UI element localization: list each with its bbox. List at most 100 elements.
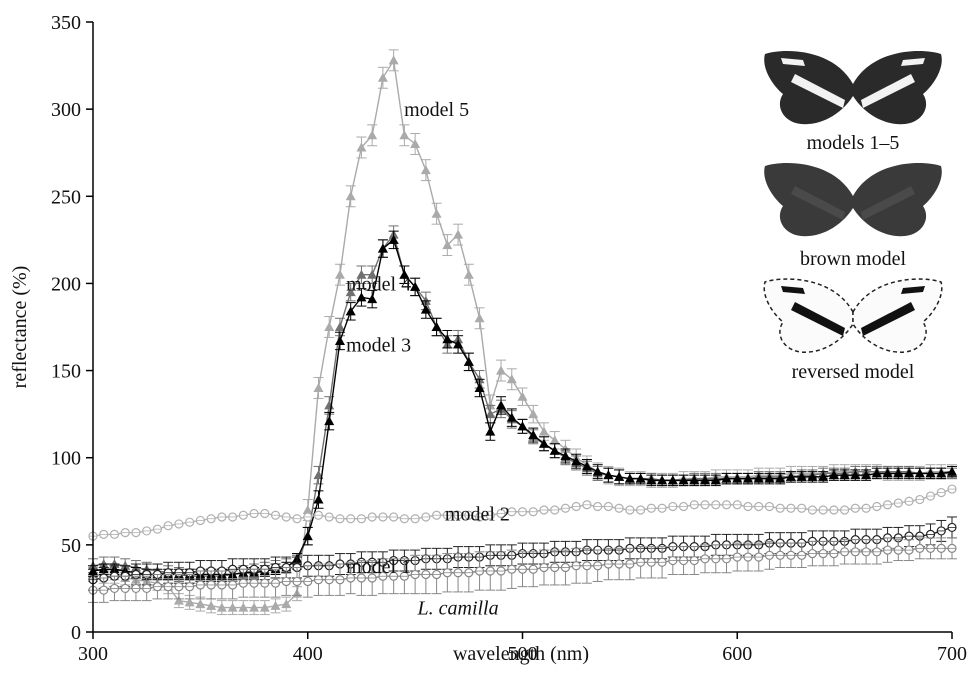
data-point — [238, 602, 249, 612]
data-point — [624, 473, 635, 483]
annotation-label: model 2 — [445, 503, 510, 525]
y-tick-label: 150 — [51, 361, 81, 383]
data-point — [904, 468, 915, 478]
data-point — [506, 374, 517, 384]
data-point — [785, 471, 796, 481]
data-point — [474, 313, 485, 323]
data-point — [216, 602, 227, 612]
white-band-left-upper — [781, 58, 805, 66]
annotation-label: model 5 — [404, 99, 469, 121]
black-band-right — [861, 302, 915, 336]
data-point — [689, 475, 700, 485]
ticks-layer: 300 400 500 600 700 0 50 100 150 200 250 300 350 — [51, 12, 967, 665]
data-point — [345, 287, 356, 297]
data-point — [377, 72, 388, 82]
data-point — [871, 468, 882, 478]
thumbnail-caption-brown: brown model — [800, 248, 907, 270]
data-point — [249, 602, 260, 612]
x-tick-label: 400 — [293, 643, 323, 665]
data-point — [345, 306, 356, 316]
faint-band-right — [861, 186, 915, 220]
x-tick-label: 600 — [722, 643, 752, 665]
data-point — [560, 450, 571, 460]
data-point — [657, 475, 668, 485]
x-tick-label: 300 — [78, 643, 108, 665]
data-point — [721, 473, 732, 483]
data-point — [399, 269, 410, 279]
annotations-layer: model 5 model 4 model 3 model 2 model 1 L. ca… — [346, 99, 510, 619]
data-point — [184, 597, 195, 607]
butterfly-thumbnail-brown-model — [764, 163, 942, 237]
butterfly-thumbnail-reversed-model — [763, 278, 943, 353]
data-point — [302, 505, 313, 514]
data-point — [420, 304, 431, 314]
data-point — [603, 470, 614, 480]
white-band-right-upper — [901, 58, 925, 66]
data-point — [453, 229, 464, 239]
data-point — [506, 412, 517, 422]
data-point — [528, 430, 539, 440]
data-point — [700, 475, 711, 485]
data-point — [227, 602, 238, 612]
data-point — [592, 466, 603, 476]
data-point — [388, 55, 399, 65]
annotation-label: model 1 — [346, 556, 411, 578]
data-point — [914, 468, 925, 478]
data-point — [313, 494, 324, 504]
data-point — [442, 240, 453, 250]
data-point — [839, 470, 850, 480]
annotation-label: model 3 — [346, 334, 411, 356]
thumbnail-caption-models: models 1–5 — [807, 132, 900, 154]
y-tick-label: 350 — [51, 12, 81, 34]
data-point — [334, 322, 345, 331]
data-point — [485, 409, 496, 419]
thumbnail-caption-reversed: reversed model — [792, 361, 915, 383]
data-point — [334, 335, 345, 345]
data-point — [925, 468, 936, 478]
data-point — [828, 470, 839, 480]
annotation-label: L. camilla — [417, 598, 499, 620]
data-point — [775, 473, 786, 483]
data-point — [356, 292, 367, 302]
y-tick-label: 0 — [71, 622, 81, 644]
data-point — [496, 365, 507, 375]
data-point — [753, 473, 764, 483]
data-point — [463, 269, 474, 279]
x-axis-title: wavelength (nm) — [453, 643, 589, 665]
data-point — [936, 468, 947, 478]
data-point — [538, 438, 549, 448]
data-point — [410, 281, 421, 291]
data-point — [173, 595, 184, 605]
data-point — [281, 599, 292, 609]
data-point — [614, 471, 625, 481]
data-point — [571, 456, 582, 466]
data-point — [399, 130, 410, 140]
data-point — [818, 471, 829, 481]
data-point — [259, 602, 270, 612]
data-point — [861, 470, 872, 480]
data-point — [302, 531, 313, 541]
y-tick-label: 100 — [51, 448, 81, 470]
data-point — [388, 234, 399, 244]
data-point — [710, 475, 721, 485]
data-point — [528, 409, 539, 419]
data-point — [474, 383, 485, 392]
data-point — [345, 191, 356, 201]
black-band-left — [791, 302, 845, 336]
data-point — [947, 466, 957, 476]
data-point — [356, 269, 367, 279]
data-point — [517, 391, 528, 401]
data-point — [882, 468, 893, 478]
data-point — [549, 435, 560, 445]
data-point — [646, 475, 657, 485]
y-tick-label: 250 — [51, 186, 81, 208]
data-point — [367, 294, 378, 304]
data-point — [893, 468, 904, 478]
data-point — [764, 473, 775, 483]
data-point — [313, 383, 324, 392]
data-point — [324, 416, 335, 426]
butterfly-thumbnail-models-1-5 — [764, 51, 942, 125]
black-band-left-upper — [781, 286, 805, 294]
y-tick-label: 50 — [61, 535, 81, 557]
